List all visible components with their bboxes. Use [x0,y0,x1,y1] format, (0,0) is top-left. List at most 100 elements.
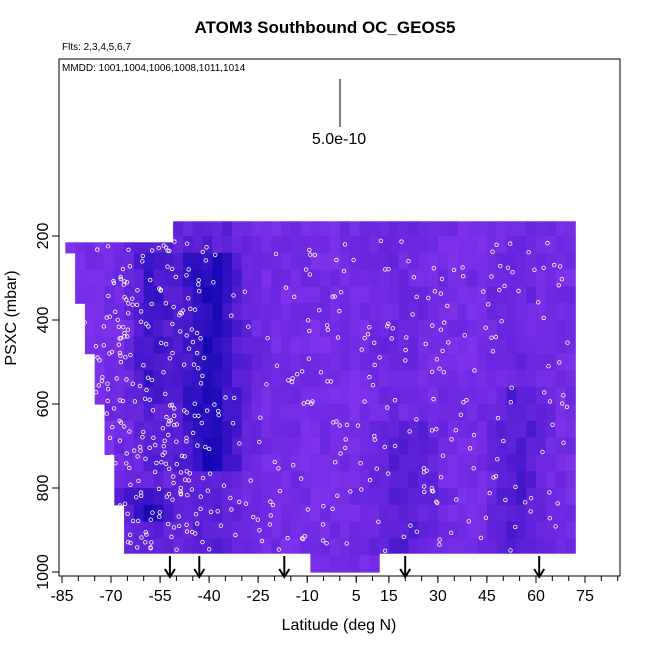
heatmap-cell [114,488,125,506]
heatmap-cell [232,320,243,338]
heatmap-cell [496,437,508,455]
sample-point [541,315,546,321]
sample-point [502,283,507,289]
sample-point [382,548,388,553]
heatmap-cell [536,420,547,439]
heatmap-cell [163,242,174,254]
heatmap-cell [94,320,106,338]
heatmap-cell [477,236,488,254]
heatmap-cell [192,488,204,506]
sample-point [493,474,499,479]
sample-point [118,353,123,358]
heatmap-cell [330,437,341,455]
heatmap-cell [496,236,508,254]
heatmap-cell [388,504,400,523]
heatmap-cell [241,286,253,304]
sample-point [216,412,221,418]
heatmap-cell [398,303,410,321]
heatmap-cell [565,221,576,237]
heatmap-cell [271,471,282,489]
sample-point [105,243,111,249]
heatmap-cell [281,336,292,355]
heatmap-cell [457,504,468,523]
sample-point [138,319,144,324]
sample-point [274,363,280,368]
heatmap-cell [428,404,439,422]
heatmap-cell [516,454,527,472]
heatmap-cell [114,252,125,271]
heatmap-cell [241,269,253,287]
sample-point [430,369,435,374]
heatmap-cell [565,336,576,355]
sample-point [200,373,205,379]
heatmap-cell [153,521,164,539]
sample-point [483,325,488,330]
sample-point [182,477,188,482]
y-tick-label: 600 [35,391,52,418]
heatmap-cell [526,521,537,539]
heatmap-cell [545,488,557,506]
heatmap-cell [241,336,253,355]
heatmap-cell [359,437,370,455]
heatmap-cell [496,538,508,554]
heatmap-cell [339,353,351,371]
sample-point [337,308,342,314]
heatmap-cell [477,387,488,405]
sample-point [163,301,169,306]
heatmap-cell [359,320,370,338]
heatmap-cell [114,303,125,321]
sample-point [170,497,175,502]
heatmap-cell [526,286,537,304]
heatmap-cell [526,320,537,338]
sample-point [306,356,312,361]
heatmap-cell [565,538,576,554]
heatmap-cell [212,387,223,405]
heatmap-cell [408,521,419,539]
heatmap-cell [281,488,292,506]
sample-point [330,506,335,511]
sample-point [135,288,140,293]
sample-point [422,484,427,489]
heatmap-cell [418,521,429,539]
sample-point [123,355,128,360]
heatmap-cell [320,286,331,304]
heatmap-cell [320,521,331,539]
heatmap-cell [153,353,164,371]
heatmap-cell [320,252,331,271]
sample-point [218,523,224,528]
sample-point [228,495,233,501]
sample-point [159,460,164,465]
sample-point [163,341,169,347]
sample-point [276,547,282,552]
heatmap-cell [241,320,253,338]
heatmap-cell [330,269,341,287]
sample-point [212,402,217,407]
sample-point [508,241,513,246]
heatmap-cell [418,538,429,554]
heatmap-cell [84,242,96,254]
sample-point [188,306,193,311]
sample-point [231,293,236,298]
sample-point [196,413,201,418]
heatmap-cell [467,437,478,455]
heatmap-cell [369,420,380,439]
sample-point [181,362,187,367]
heatmap-cell [271,303,282,321]
heatmap-cell [349,336,360,355]
sample-point [372,340,377,345]
heatmap-cell [320,471,331,489]
sample-point [362,336,367,341]
heatmap-cell [281,370,292,388]
heatmap-cell [526,504,537,523]
sample-point [178,492,184,497]
sample-point [559,277,565,282]
sample-point [132,399,138,404]
heatmap-cell [114,471,125,489]
heatmap-cell [232,420,243,439]
x-axis-label: Latitude (deg N) [282,617,397,634]
heatmap-cell [232,488,243,506]
heatmap-cell [281,286,292,304]
heatmap-cell [388,521,400,539]
sample-point [150,408,156,413]
heatmap-cell [565,420,576,439]
